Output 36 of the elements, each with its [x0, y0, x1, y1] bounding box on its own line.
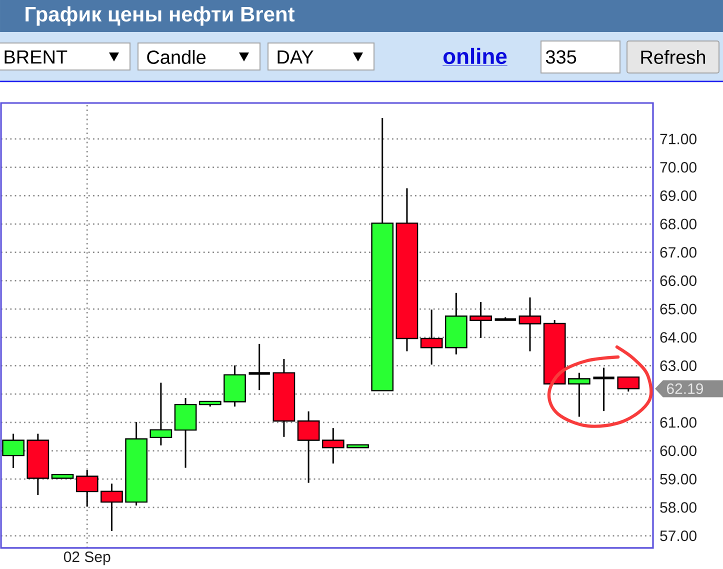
- text: Refresh: [641, 50, 706, 64]
- y-tick-label: 68.00: [660, 218, 696, 230]
- candlestick: [518, 296, 542, 352]
- y-tick-label: 69.00: [660, 190, 696, 201]
- y-tick-label: 61.00: [660, 417, 696, 428]
- text: online: [443, 48, 507, 64]
- y-tick-label: 65.00: [660, 304, 696, 314]
- candlestick: [470, 301, 492, 339]
- y-tick-label: 63.00: [660, 360, 696, 372]
- candlestick: [617, 376, 640, 392]
- candlestick: [297, 410, 320, 484]
- y-tick-label: 59.00: [660, 474, 696, 484]
- candlestick: [76, 469, 98, 508]
- y-tick-label: 67.00: [660, 247, 696, 258]
- candlestick: [592, 366, 616, 412]
- text: Candle: [147, 50, 206, 64]
- y-tick-label: 71.00: [660, 134, 696, 144]
- candlestick: [420, 308, 443, 366]
- text: 335: [546, 50, 576, 64]
- y-tick-label: 57.00: [660, 530, 696, 542]
- y-tick-label: 60.00: [660, 445, 696, 456]
- text: DAY: [278, 50, 314, 64]
- text: BRENT: [4, 50, 68, 64]
- y-tick-label: 58.00: [660, 502, 696, 513]
- candlestick: [150, 382, 172, 446]
- candlestick: [322, 427, 344, 464]
- candlestick: [568, 372, 590, 418]
- y-tick-label: 66.00: [660, 275, 696, 286]
- candlestick: [2, 433, 24, 469]
- chart-title: График цены нефти Brent: [26, 6, 295, 26]
- text: 62.19: [666, 383, 704, 394]
- candlestick: [247, 343, 272, 391]
- x-tick-label: 02 Sep: [64, 552, 110, 566]
- y-tick-label: 64.00: [660, 332, 696, 343]
- candlestick: [100, 482, 123, 532]
- y-tick-label: 70.00: [660, 162, 696, 173]
